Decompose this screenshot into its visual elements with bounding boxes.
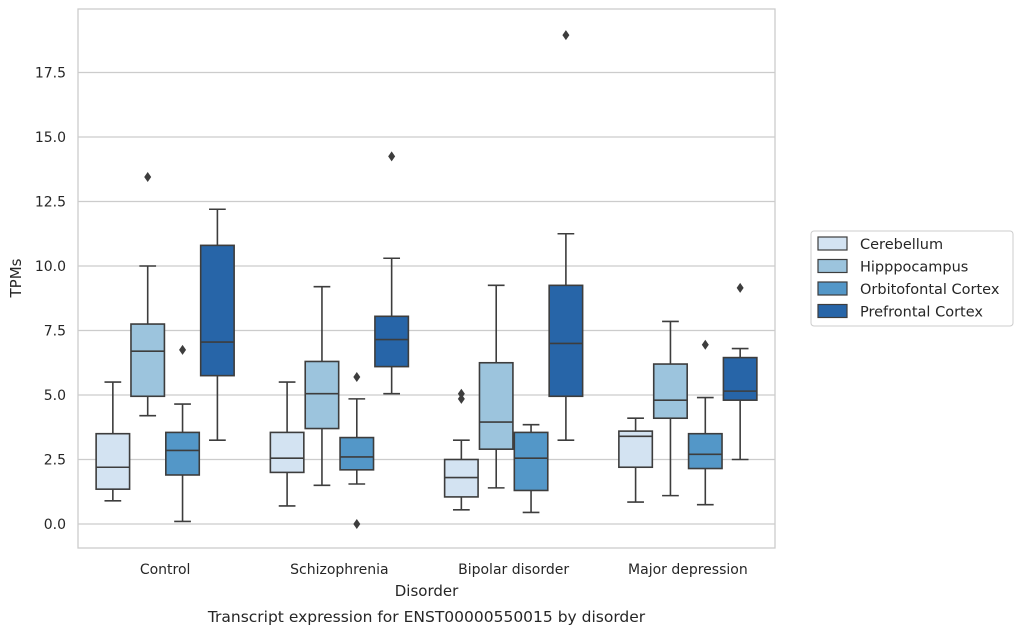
box-iqr: [548, 284, 584, 398]
box-iqr: [269, 431, 305, 474]
chart-caption: Transcript expression for ENST0000055001…: [207, 608, 646, 626]
x-tick-label: Schizophrenia: [290, 562, 388, 578]
y-tick-label: 0.0: [44, 517, 66, 533]
box-iqr: [165, 431, 201, 476]
outlier-point: [701, 339, 709, 350]
outlier-point: [144, 171, 152, 182]
legend-label: Orbitofontal Cortex: [860, 282, 1000, 298]
box-cerebellum: [95, 381, 131, 502]
y-tick-label: 5.0: [44, 388, 66, 404]
box-iqr: [304, 360, 340, 430]
box-iqr: [374, 315, 410, 368]
x-tick-label: Control: [140, 562, 191, 578]
outlier-point: [457, 388, 465, 399]
legend-swatch: [817, 236, 848, 251]
legend-swatch: [817, 258, 848, 274]
x-axis-label: Disorder: [395, 582, 459, 600]
legend-label: Prefrontal Cortex: [860, 305, 983, 321]
y-tick-label: 7.5: [44, 324, 66, 340]
box-cerebellum: [443, 388, 479, 511]
legend-swatch: [817, 281, 848, 296]
box-hipppocampus: [130, 171, 166, 417]
box-cerebellum: [618, 417, 654, 503]
box-iqr: [513, 431, 549, 492]
y-tick-label: 10.0: [35, 259, 66, 275]
x-tick-label: Major depression: [628, 562, 748, 578]
outlier-point: [562, 30, 570, 41]
y-tick-label: 15.0: [35, 130, 66, 146]
outlier-point: [736, 282, 744, 293]
legend-label: Cerebellum: [860, 237, 943, 253]
box-prefrontal-cortex: [374, 151, 410, 395]
plot-area: [77, 8, 776, 549]
y-tick-label: 12.5: [35, 195, 66, 211]
box-prefrontal-cortex: [548, 30, 584, 441]
outlier-point: [353, 519, 361, 529]
legend: Cerebellum Hipppocampus Orbitofontal Corte…: [810, 230, 1014, 327]
box-hipppocampus: [478, 284, 514, 489]
outlier-point: [353, 371, 361, 382]
legend-label: Hipppocampus: [860, 260, 968, 276]
outlier-point: [179, 344, 187, 355]
box-series: [95, 30, 758, 529]
box-iqr: [130, 323, 166, 398]
box-cerebellum: [269, 381, 305, 507]
y-axis-label: TPMs: [7, 258, 25, 298]
box-orbitofontal-cortex: [513, 423, 549, 514]
box-iqr: [618, 430, 654, 469]
x-tick-label: Bipolar disorder: [458, 562, 569, 578]
x-tick-labels: Control Schizophrenia Bipolar disorder Majo…: [140, 562, 748, 578]
box-prefrontal-cortex: [722, 282, 758, 461]
y-tick-label: 17.5: [35, 66, 66, 82]
box-hipppocampus: [652, 320, 688, 497]
y-tick-labels: 0.0 2.5 5.0 7.5 10.0 12.5 15.0 17.5: [35, 66, 66, 534]
box-iqr: [478, 361, 514, 450]
box-prefrontal-cortex: [199, 208, 235, 441]
box-orbitofontal-cortex: [339, 371, 375, 529]
box-iqr: [339, 436, 375, 471]
outlier-point: [457, 393, 465, 404]
box-iqr: [687, 432, 723, 470]
box-hipppocampus: [304, 285, 340, 487]
outlier-point: [388, 151, 396, 162]
y-tick-label: 2.5: [44, 453, 66, 469]
box-iqr: [199, 244, 235, 377]
legend-frame: [810, 230, 1014, 327]
box-iqr: [95, 432, 131, 490]
box-orbitofontal-cortex: [687, 339, 723, 506]
box-iqr: [722, 356, 758, 401]
legend-swatch: [817, 303, 848, 319]
box-orbitofontal-cortex: [165, 344, 201, 523]
box-iqr: [652, 363, 688, 420]
